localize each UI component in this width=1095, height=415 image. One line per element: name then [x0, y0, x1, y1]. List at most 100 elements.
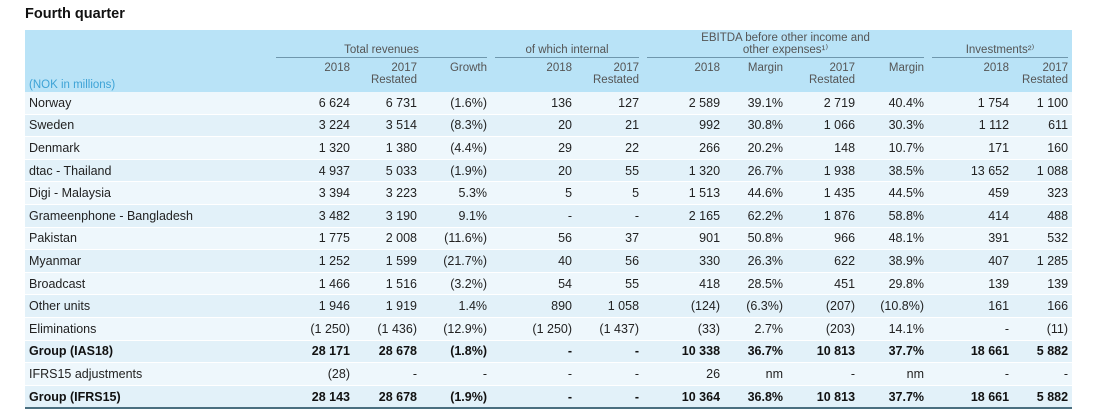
table-cell: 3 514: [354, 114, 421, 138]
table-cell: 451: [787, 272, 860, 296]
table-cell: 622: [787, 249, 860, 273]
header-corner: [25, 30, 272, 58]
group-total-revenues: Total revenues: [272, 30, 491, 58]
table-cell: 20: [491, 159, 577, 183]
table-cell: 3 190: [354, 204, 421, 228]
table-cell: 966: [787, 227, 860, 251]
table-row: Broadcast 1 466 1 516 (3.2%) 54 55 418 28.5% 451…: [25, 272, 1073, 296]
column-header: Margin: [747, 62, 784, 74]
table-cell: (1.9%): [421, 385, 492, 410]
table-cell: 21: [576, 114, 644, 138]
column-header: 2018: [694, 62, 721, 74]
row-label: Other units: [25, 294, 272, 318]
table-cell: 1.4%: [421, 294, 492, 318]
table-cell: 29.8%: [859, 272, 929, 296]
table-cell: 10 813: [787, 340, 860, 364]
table-row: dtac - Thailand 4 937 5 033 (1.9%) 20 55 1 320…: [25, 159, 1073, 183]
table-cell: 139: [928, 272, 1014, 296]
table-row: Sweden 3 224 3 514 (8.3%) 20 21 992 30.8% 1 066 3…: [25, 114, 1073, 138]
table-cell: 171: [928, 136, 1014, 160]
table-cell: (8.3%): [421, 114, 492, 138]
table-cell: nm: [724, 362, 788, 386]
table-cell: 391: [928, 227, 1014, 251]
table-cell: (33): [643, 317, 725, 341]
table-row: Group (IAS18) 28 171 28 678 (1.8%) - -10 338 3…: [25, 340, 1073, 364]
row-label: Myanmar: [25, 249, 272, 273]
table-cell: 18 661: [928, 340, 1014, 364]
table-cell: 1 100: [1013, 92, 1073, 115]
table-cell: 37.7%: [859, 385, 929, 410]
column-header: 2018: [324, 62, 350, 74]
table-row: Pakistan 1 775 2 008 (11.6%) 56 37 901 50.8% 966…: [25, 227, 1073, 251]
row-label: Broadcast: [25, 272, 272, 296]
table-cell: -: [354, 362, 421, 386]
table-cell: 48.1%: [859, 227, 929, 251]
header-group-row: Total revenues of which internal EBITDA …: [25, 30, 1073, 58]
table-cell: 532: [1013, 227, 1073, 251]
table-cell: 5: [576, 181, 644, 205]
table-cell: 1 775: [272, 227, 354, 251]
table-cell: 1 435: [787, 181, 860, 205]
table-cell: 992: [643, 114, 725, 138]
row-label: Eliminations: [25, 317, 272, 341]
table-cell: 488: [1013, 204, 1073, 228]
column-header: 2017 Restated: [370, 62, 417, 86]
header-sub-row: (NOK in millions) 2018 2017 Restated Growth…: [25, 58, 1073, 92]
table-cell: -: [787, 362, 860, 386]
table-cell: (10.8%): [859, 294, 929, 318]
table-cell: 5 882: [1013, 385, 1073, 410]
row-label: Sweden: [25, 114, 272, 138]
table-cell: 10.7%: [859, 136, 929, 160]
table-cell: 3 394: [272, 181, 354, 205]
table-cell: (1 250): [491, 317, 577, 341]
group-investments: Investments²⁾: [928, 30, 1072, 58]
table-cell: 1 919: [354, 294, 421, 318]
table-cell: 3 224: [272, 114, 354, 138]
table-cell: (11.6%): [421, 227, 492, 251]
table-cell: 160: [1013, 136, 1073, 160]
table-cell: 18 661: [928, 385, 1014, 410]
table-cell: 22: [576, 136, 644, 160]
table-cell: 1 599: [354, 249, 421, 273]
table-cell: 40: [491, 249, 577, 273]
table-cell: 30.8%: [724, 114, 788, 138]
table-cell: 14.1%: [859, 317, 929, 341]
table-cell: 36.8%: [724, 385, 788, 410]
table-cell: (1 436): [354, 317, 421, 341]
financial-table: Total revenues of which internal EBITDA …: [25, 30, 1073, 410]
table-cell: 6 624: [272, 92, 354, 115]
table-cell: 28 143: [272, 385, 354, 410]
group-of-which-internal: of which internal: [491, 30, 643, 58]
table-cell: -: [576, 362, 644, 386]
table-cell: 29: [491, 136, 577, 160]
table-row: Norway 6 624 6 731 (1.6%) 136 127 2 589 39.1% 2 …: [25, 92, 1073, 115]
table-cell: (28): [272, 362, 354, 386]
table-cell: 44.6%: [724, 181, 788, 205]
table-row: Other units 1 946 1 919 1.4% 890 1 058 (124) (6…: [25, 294, 1073, 318]
table-cell: 1 466: [272, 272, 354, 296]
column-header: 2017 Restated: [809, 62, 856, 86]
table-cell: 161: [928, 294, 1014, 318]
row-label: Group (IAS18): [25, 340, 272, 364]
table-cell: 54: [491, 272, 577, 296]
table-cell: 28 171: [272, 340, 354, 364]
row-label: Group (IFRS15): [25, 385, 272, 410]
table-cell: 58.8%: [859, 204, 929, 228]
table-cell: 5 882: [1013, 340, 1073, 364]
row-label: Denmark: [25, 136, 272, 160]
table-row: Denmark 1 320 1 380 (4.4%) 29 22 266 20.2% 148 10…: [25, 136, 1073, 160]
table-cell: 13 652: [928, 159, 1014, 183]
table-cell: -: [1013, 362, 1073, 386]
table-cell: 39.1%: [724, 92, 788, 115]
table-cell: 56: [576, 249, 644, 273]
row-label: Norway: [25, 92, 272, 115]
table-cell: (3.2%): [421, 272, 492, 296]
table-cell: -: [491, 340, 577, 364]
table-cell: 407: [928, 249, 1014, 273]
table-cell: 50.8%: [724, 227, 788, 251]
table-cell: (1.8%): [421, 340, 492, 364]
table-cell: 2 008: [354, 227, 421, 251]
table-cell: 1 320: [643, 159, 725, 183]
table-cell: 55: [576, 272, 644, 296]
table-cell: (1 437): [576, 317, 644, 341]
